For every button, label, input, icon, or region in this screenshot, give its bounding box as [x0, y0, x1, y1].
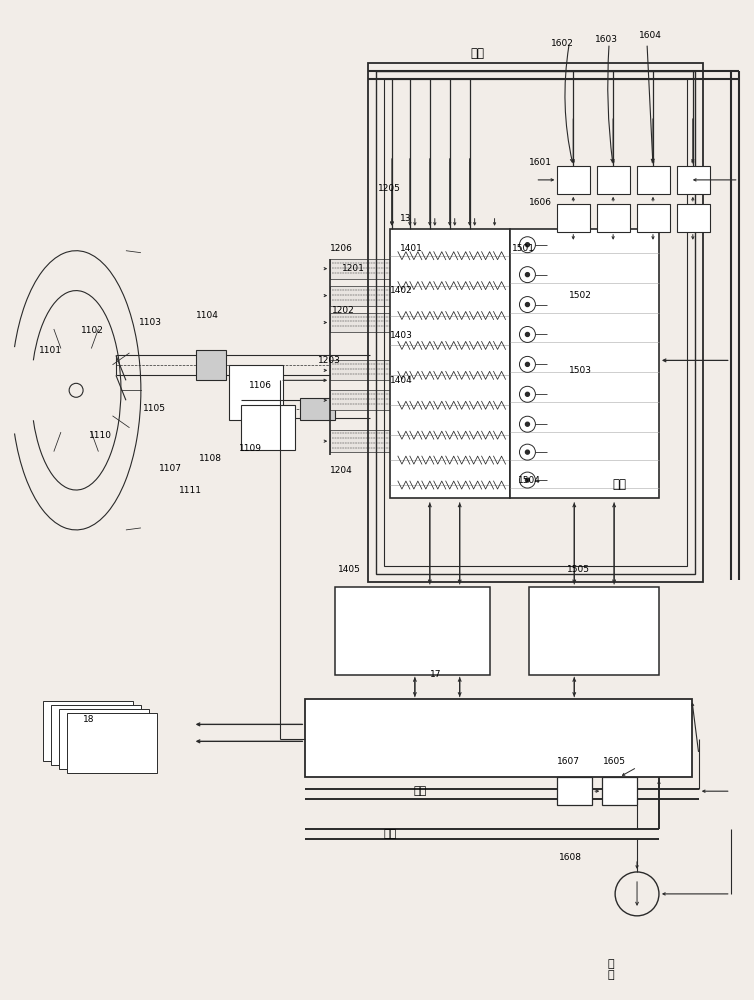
Text: 1201: 1201 [342, 264, 365, 273]
Bar [637, 204, 670, 232]
Text: 1602: 1602 [551, 39, 575, 48]
Circle shape [526, 303, 529, 307]
Bar [59, 709, 149, 769]
Circle shape [526, 362, 529, 366]
Bar [376, 71, 695, 574]
Bar [330, 390, 392, 410]
Circle shape [526, 243, 529, 247]
Circle shape [526, 332, 529, 336]
Text: 1608: 1608 [559, 853, 582, 862]
Text: 1106: 1106 [249, 381, 271, 390]
Bar [677, 204, 710, 232]
Text: 1103: 1103 [139, 318, 162, 327]
Bar [330, 360, 392, 380]
Text: 1401: 1401 [400, 244, 423, 253]
Bar [597, 166, 630, 194]
Text: 矿振: 矿振 [470, 47, 485, 60]
Text: 1601: 1601 [529, 158, 553, 167]
Bar [330, 313, 392, 332]
Text: 1111: 1111 [179, 486, 202, 495]
Bar [390, 229, 510, 498]
Bar [557, 204, 590, 232]
Text: 矿振: 矿振 [612, 478, 626, 491]
Text: 1402: 1402 [390, 286, 412, 295]
Text: 18: 18 [83, 715, 94, 724]
Text: 1403: 1403 [390, 331, 413, 340]
Bar [368, 63, 703, 582]
Circle shape [526, 273, 529, 277]
Text: 矿
振: 矿 振 [608, 959, 615, 980]
Text: 1404: 1404 [390, 376, 412, 385]
Circle shape [526, 392, 529, 396]
Bar [557, 166, 590, 194]
Circle shape [526, 478, 529, 482]
Circle shape [526, 422, 529, 426]
Bar [43, 701, 133, 761]
Text: 1107: 1107 [159, 464, 182, 473]
Bar [677, 166, 710, 194]
Text: 1505: 1505 [567, 565, 590, 574]
Bar [228, 365, 284, 420]
Text: 1110: 1110 [89, 431, 112, 440]
Text: 矿振: 矿振 [413, 786, 427, 796]
Bar [330, 259, 392, 279]
Text: 1202: 1202 [333, 306, 355, 315]
Text: 1501: 1501 [511, 244, 535, 253]
Text: 1105: 1105 [143, 404, 166, 413]
Text: 1102: 1102 [81, 326, 104, 335]
Text: 1205: 1205 [378, 184, 401, 193]
Text: 1203: 1203 [318, 356, 341, 365]
Bar [510, 229, 659, 498]
Bar [300, 398, 336, 420]
Bar [336, 587, 489, 675]
Text: 1503: 1503 [569, 366, 593, 375]
Bar [637, 166, 670, 194]
Bar [330, 430, 392, 452]
Bar [602, 777, 637, 805]
Bar [597, 204, 630, 232]
Bar [51, 705, 141, 765]
Text: 矿振: 矿振 [383, 829, 397, 839]
Bar [305, 699, 692, 777]
Text: 1604: 1604 [639, 31, 662, 40]
Text: 17: 17 [430, 670, 441, 679]
Bar [241, 405, 296, 450]
Bar [67, 713, 157, 773]
Text: 1104: 1104 [196, 311, 219, 320]
Text: 1605: 1605 [603, 757, 626, 766]
Text: 1504: 1504 [517, 476, 541, 485]
Text: 1101: 1101 [39, 346, 63, 355]
Text: 1204: 1204 [330, 466, 353, 475]
Bar [557, 777, 592, 805]
Text: 1109: 1109 [238, 444, 262, 453]
Bar [196, 350, 225, 380]
Text: 1603: 1603 [595, 35, 618, 44]
Bar [330, 286, 392, 306]
Bar [384, 79, 687, 566]
Text: 1206: 1206 [330, 244, 353, 253]
Text: 1502: 1502 [569, 291, 592, 300]
Text: 1405: 1405 [338, 565, 361, 574]
Text: 13: 13 [400, 214, 412, 223]
Text: 1607: 1607 [557, 757, 581, 766]
Bar [529, 587, 659, 675]
Text: 1108: 1108 [198, 454, 222, 463]
Text: 1606: 1606 [529, 198, 553, 207]
Circle shape [526, 450, 529, 454]
